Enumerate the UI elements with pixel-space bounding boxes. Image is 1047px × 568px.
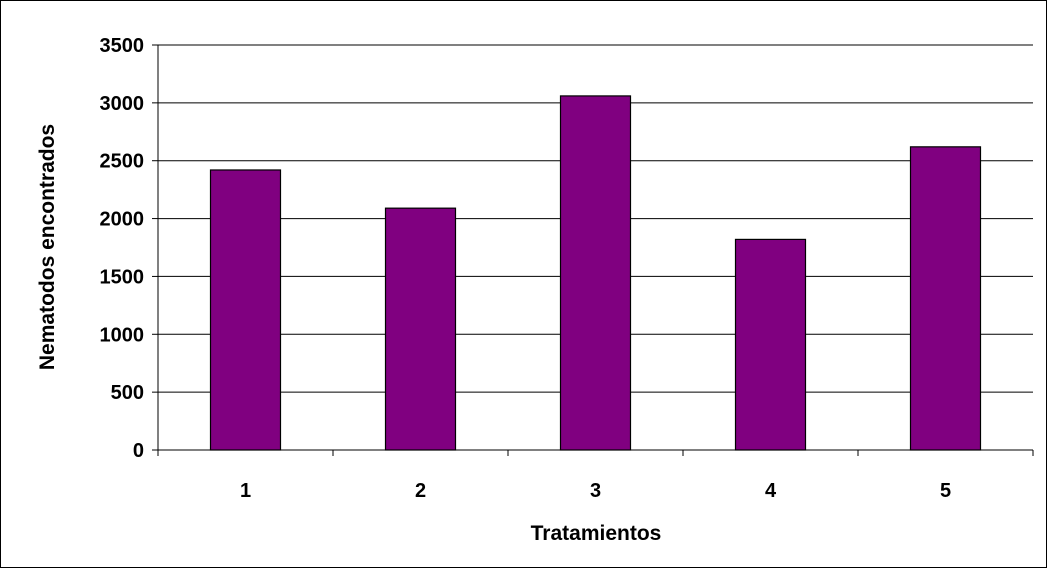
y-tick-label: 2000 (100, 209, 145, 231)
y-tick-label: 0 (133, 440, 144, 462)
y-tick-label: 3500 (100, 35, 145, 57)
x-tick-label: 3 (590, 480, 601, 502)
bars (209, 95, 982, 451)
y-tick-labels: 0 500 1000 1500 2000 2500 3000 3500 (100, 35, 145, 462)
y-axis-title: Nematodos encontrados (36, 124, 59, 370)
x-tick-label: 5 (940, 480, 951, 502)
y-tick-label: 2500 (100, 151, 145, 173)
bar-3 (559, 95, 632, 451)
x-tick-label: 1 (240, 480, 251, 502)
axes (152, 44, 1034, 456)
bar-5 (909, 146, 982, 451)
x-tick-label: 2 (415, 480, 426, 502)
y-tick-label: 3000 (100, 93, 145, 115)
bar-4 (734, 238, 807, 451)
y-tick-label: 500 (111, 382, 144, 404)
x-tick-label: 4 (765, 480, 777, 502)
y-tick-label: 1000 (100, 324, 145, 346)
x-axis-title: Tratamientos (531, 522, 662, 545)
bar-1 (209, 169, 282, 451)
y-tick-label: 1500 (100, 266, 145, 288)
bar-2 (384, 207, 457, 451)
x-tick-labels: 1 2 3 4 5 (240, 480, 951, 502)
